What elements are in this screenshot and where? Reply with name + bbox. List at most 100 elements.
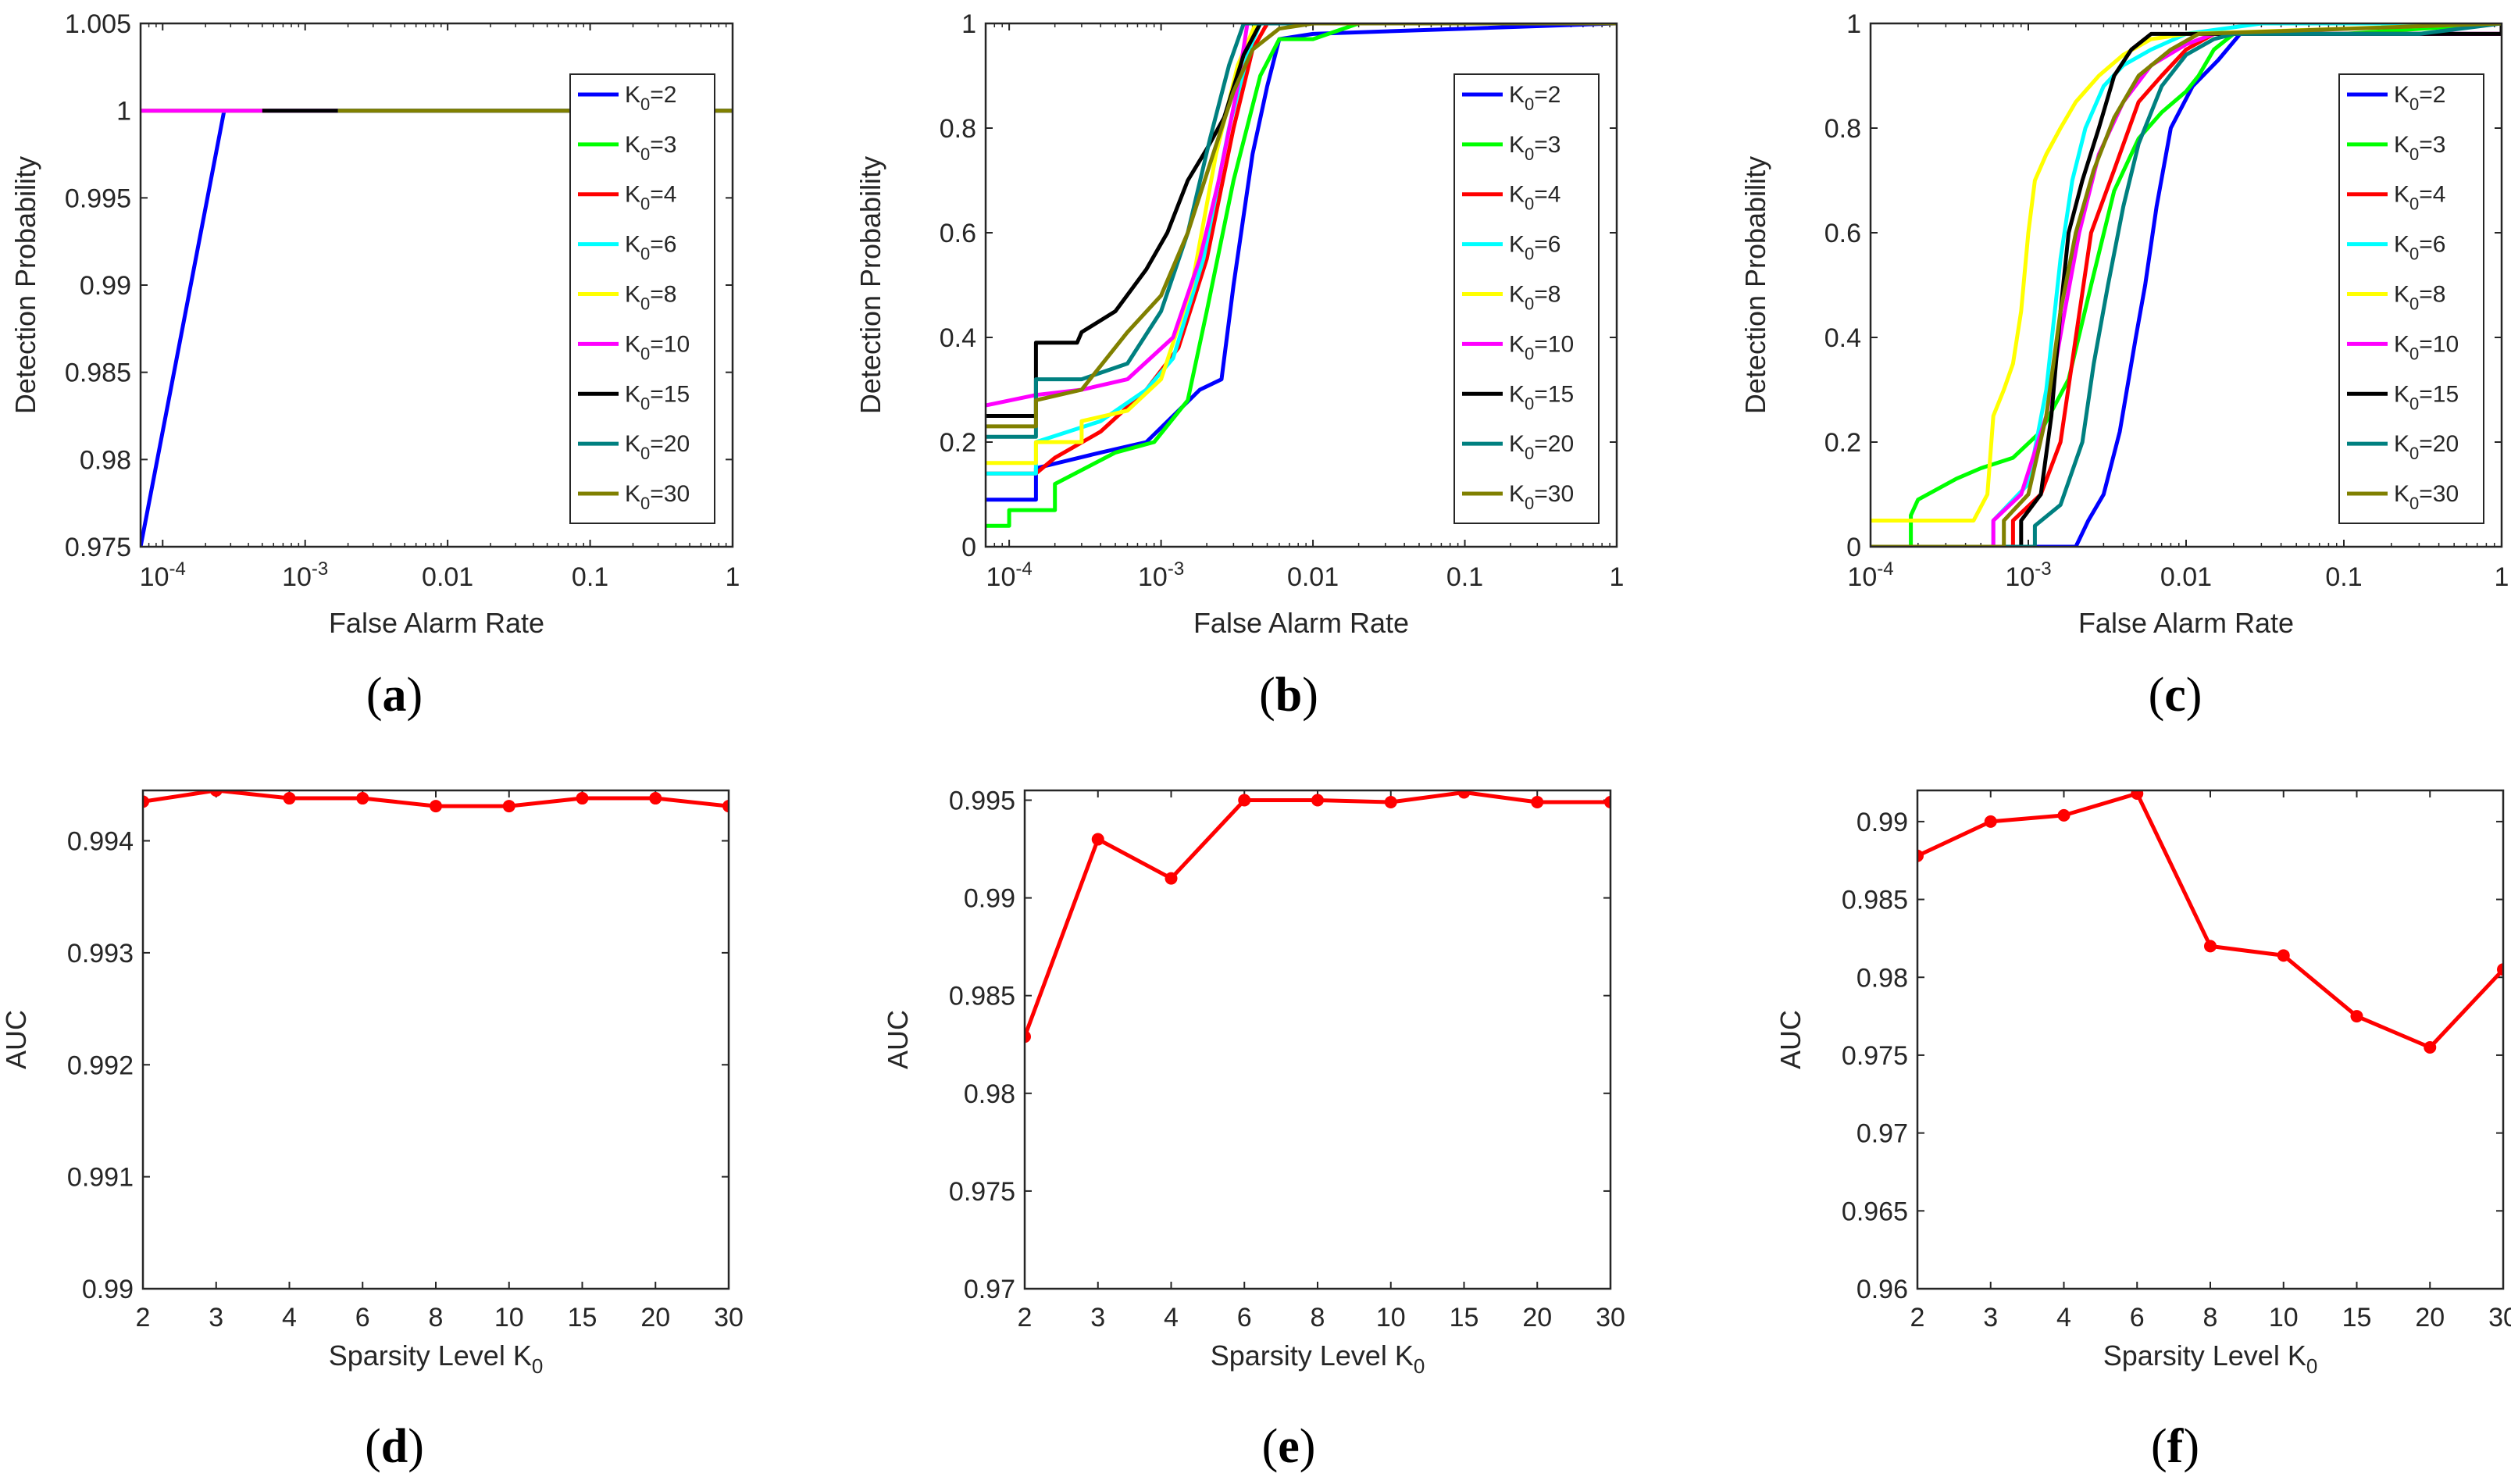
legend-entry: K0=4	[625, 182, 676, 214]
series-group	[986, 23, 1617, 528]
y-tick-label: 0.8	[1824, 114, 1861, 144]
y-tick-label: 0.975	[1842, 1041, 1908, 1071]
plot-area	[1917, 790, 2503, 1289]
data-point	[722, 800, 729, 813]
x-tick-label: 20	[640, 1303, 670, 1332]
series-line	[986, 23, 1617, 502]
data-point	[1531, 796, 1544, 809]
data-point	[2057, 808, 2071, 822]
data-point	[1311, 794, 1324, 807]
plot-frame	[141, 789, 730, 1290]
x-tick-label: 30	[714, 1303, 744, 1332]
x-tick-label: 1	[1610, 562, 1625, 592]
x-tick-label: 10-4	[1847, 558, 1893, 592]
x-tick-label: 10-4	[140, 558, 186, 592]
x-tick-label: 10	[2269, 1303, 2299, 1332]
plot-area	[143, 790, 729, 1289]
panels: 0.975 0.98 0.985 0.99 0.995 1 1.005 10-4 10-3 0.0…	[0, 9, 2511, 1378]
y-tick-label: 0	[1846, 533, 1861, 562]
data-point	[1165, 872, 1178, 885]
legend-box	[569, 73, 715, 524]
legend-entry: K0=10	[2394, 331, 2459, 363]
x-tick-label: 1	[2495, 562, 2509, 592]
x-tick-label: 3	[209, 1303, 223, 1332]
series-line	[986, 23, 1617, 418]
x-tick-label: 8	[429, 1303, 444, 1332]
data-point	[1384, 796, 1397, 809]
legend-entry: K0=8	[2394, 282, 2445, 314]
y-tick-label: 0.975	[949, 1177, 1015, 1207]
legend: K0=2 K0=3 K0=4 K0=6 K0=8 K0=10 K0=15 K0=20 K0=30	[569, 73, 715, 524]
chart-f: 0.96 0.965 0.97 0.975 0.98 0.985 0.99 2 3 4 6 8 10 15…	[1774, 789, 2511, 1378]
panel-label-a: (a)	[366, 669, 423, 722]
plot-frame	[984, 22, 1618, 548]
x-tick-label: 0.01	[2160, 562, 2212, 592]
legend-entry: K0=2	[625, 82, 676, 114]
legend-entry: K0=15	[625, 381, 690, 413]
y-tick-label: 0.99	[1856, 808, 1908, 837]
legend-entry: K0=30	[2394, 481, 2459, 513]
x-tick-label: 30	[1596, 1303, 1625, 1332]
panel-label-c: (c)	[2149, 669, 2202, 722]
series-line	[1871, 23, 2502, 547]
data-point	[1917, 849, 1924, 862]
x-tick-label: 0.1	[572, 562, 608, 592]
y-tick-label: 0.985	[1842, 886, 1908, 915]
legend-entry: K0=30	[1509, 481, 1574, 513]
x-tick-label: 6	[2130, 1303, 2145, 1332]
x-tick-label: 0.01	[422, 562, 473, 592]
x-axis-label: False Alarm Rate	[2078, 607, 2294, 639]
x-tick-label: 8	[1311, 1303, 1325, 1332]
y-tick-label: 0.6	[1824, 219, 1861, 248]
x-tick-label: 3	[1090, 1303, 1105, 1332]
x-tick-label: 10	[1376, 1303, 1406, 1332]
x-tick-label: 0.01	[1287, 562, 1339, 592]
x-tick-label: 15	[2342, 1303, 2372, 1332]
data-point	[2277, 949, 2290, 962]
x-tick-label: 4	[1164, 1303, 1179, 1332]
y-tick-label: 0.4	[1824, 323, 1861, 353]
x-tick-label: 15	[1450, 1303, 1479, 1332]
plot-area	[1025, 790, 1610, 1289]
y-tick-label: 0.975	[65, 533, 131, 562]
y-axis-label: AUC	[882, 1010, 914, 1069]
y-tick-label: 0.6	[940, 219, 976, 248]
chart-a: 0.975 0.98 0.985 0.99 0.995 1 1.005 10-4 10-3 0.0…	[9, 9, 740, 639]
y-tick-label: 0.96	[1856, 1275, 1908, 1304]
data-point	[1091, 833, 1104, 846]
data-point	[1238, 794, 1251, 807]
legend-entry: K0=10	[1509, 331, 1574, 363]
y-tick-label: 0.993	[67, 939, 134, 969]
x-tick-label: 10-4	[986, 558, 1033, 592]
x-tick-label: 6	[1237, 1303, 1252, 1332]
series-line	[1871, 23, 2502, 547]
x-tick-label: 10	[494, 1303, 524, 1332]
x-tick-label: 10-3	[282, 558, 328, 592]
plot-frame	[139, 22, 734, 548]
x-tick-label: 15	[568, 1303, 597, 1332]
legend-entry: K0=15	[1509, 381, 1574, 413]
y-tick-label: 0.98	[1856, 963, 1908, 993]
y-tick-label: 1	[116, 97, 131, 127]
y-tick-label: 0.99	[82, 1275, 134, 1304]
series-group	[143, 790, 729, 813]
y-tick-label: 1	[961, 9, 976, 39]
legend-entry: K0=6	[625, 232, 676, 264]
chart-d: 0.99 0.991 0.992 0.993 0.994 2 3 4 6 8 10 15 20 30 Spa…	[0, 789, 744, 1378]
y-tick-label: 0.98	[80, 445, 131, 475]
legend-entry: K0=3	[1509, 132, 1560, 164]
panel-label-d: (d)	[365, 1420, 424, 1473]
y-tick-label: 0.97	[964, 1275, 1015, 1304]
x-tick-label: 8	[2203, 1303, 2218, 1332]
y-tick-label: 0.98	[964, 1079, 1015, 1109]
legend-entry: K0=30	[625, 481, 690, 513]
data-point	[576, 792, 589, 805]
x-tick-label: 3	[1983, 1303, 1998, 1332]
x-tick-label: 4	[282, 1303, 297, 1332]
y-tick-label: 0.995	[65, 184, 131, 213]
y-tick-label: 0.97	[1856, 1119, 1908, 1149]
chart-e: 0.97 0.975 0.98 0.985 0.99 0.995 2 3 4 6 8 10 15 20 30…	[882, 787, 1625, 1378]
x-axis-label: False Alarm Rate	[329, 607, 544, 639]
y-tick-label: 0.8	[940, 114, 976, 144]
series-group	[1917, 790, 2503, 1054]
